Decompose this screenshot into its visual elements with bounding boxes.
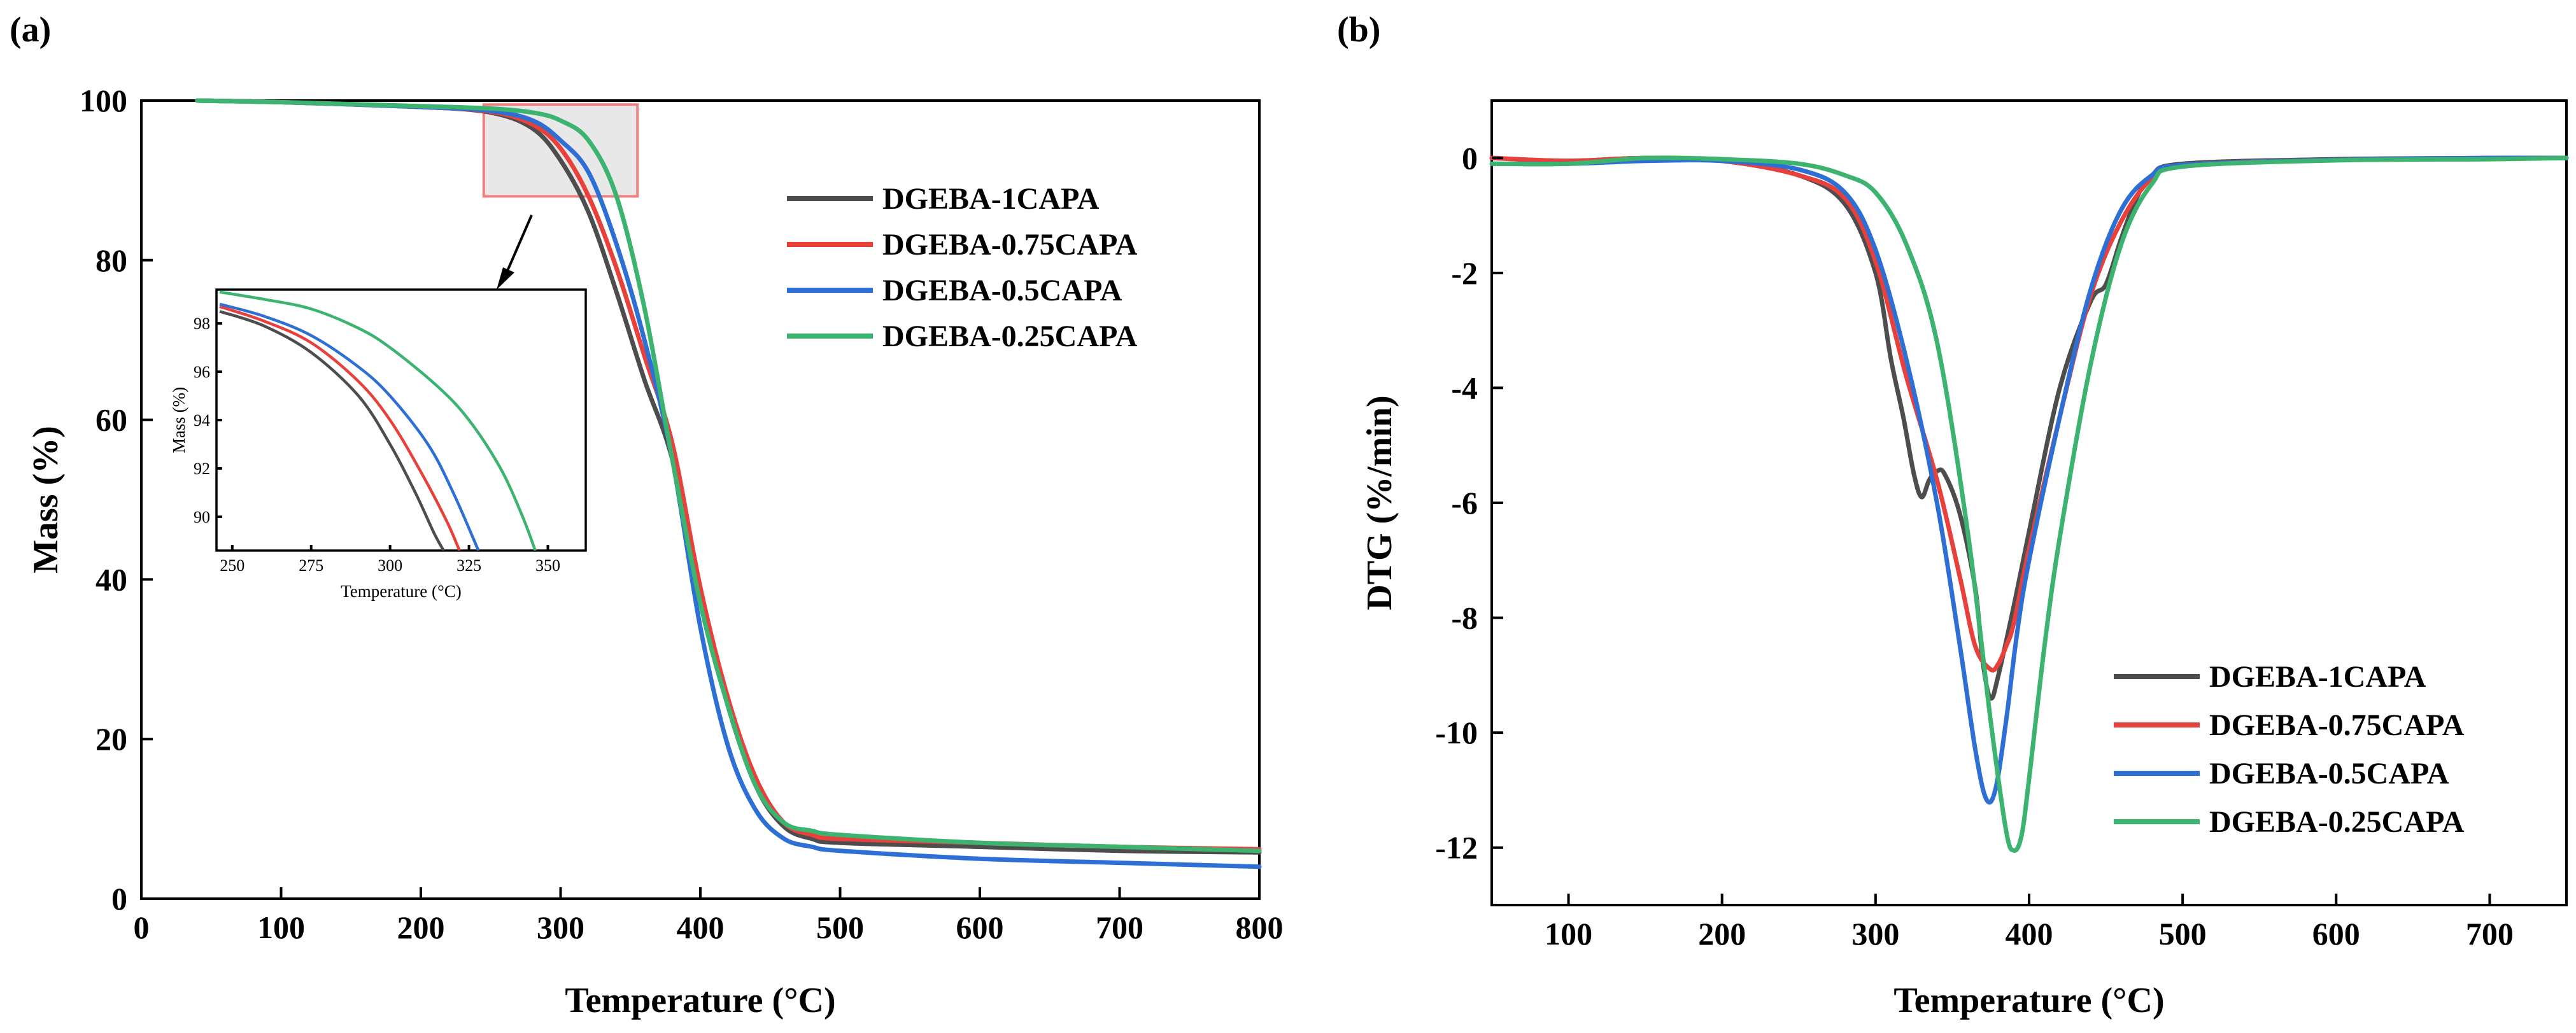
panel-b-label: (b) <box>1337 10 1380 50</box>
x-tick-label: 100 <box>257 910 305 945</box>
y-tick-label: 90 <box>194 508 210 526</box>
series-line-dgeba-0-5capa <box>1489 155 2569 805</box>
panel-b-ticks: 100 200 300 400 500 600 700 0 -2 -4 -6 -8 -10 -12 <box>1435 140 2514 952</box>
inset-y-axis-title: Mass (%) <box>169 387 188 453</box>
series-line-dgeba-1capa <box>219 310 445 551</box>
x-tick-label: 600 <box>956 910 1004 945</box>
panel-a-ticks: 0 100 200 300 400 500 600 700 800 0 20 40 60 80 100 <box>80 83 1284 945</box>
x-tick-label: 500 <box>2159 916 2207 952</box>
series-line-dgeba-0-25capa <box>195 98 1262 854</box>
y-tick-label: 94 <box>194 411 210 430</box>
series-line-dgeba-0-5capa <box>219 302 480 551</box>
y-tick-label: 60 <box>96 402 127 438</box>
panel-b-legend: DGEBA-1CAPA DGEBA-0.75CAPA DGEBA-0.5CAPA DG… <box>2114 660 2465 839</box>
x-tick-label: 300 <box>1851 916 1899 952</box>
inset-chart: 250 275 300 325 350 90 92 94 96 98 Temperature (°… <box>169 288 587 601</box>
x-tick-label: 275 <box>299 556 323 575</box>
panel-a-y-axis-title: Mass (%) <box>26 426 66 573</box>
panel-b-dtg-chart: (b) 100 200 300 400 500 600 700 0 -2 -4 -6 -8 -10 -12… <box>1337 10 2569 1020</box>
y-tick-label: -8 <box>1451 600 1478 636</box>
y-tick-label: 0 <box>111 881 127 917</box>
y-tick-label: 100 <box>80 83 127 118</box>
y-tick-label: 96 <box>194 363 210 381</box>
panel-b-y-axis-title: DTG (%/min) <box>1360 395 1399 610</box>
x-tick-label: 300 <box>378 556 402 575</box>
y-tick-label: -10 <box>1435 715 1478 750</box>
x-tick-label: 700 <box>1096 910 1143 945</box>
series-line-dgeba-0-75capa <box>1489 155 2569 673</box>
panel-b-x-axis-title: Temperature (°C) <box>1893 981 2164 1020</box>
legend-label: DGEBA-0.25CAPA <box>2209 805 2465 839</box>
x-tick-label: 350 <box>535 556 560 575</box>
panel-a-legend: DGEBA-1CAPA DGEBA-0.75CAPA DGEBA-0.5CAPA DG… <box>787 182 1138 353</box>
x-tick-label: 100 <box>1545 916 1592 952</box>
x-tick-label: 400 <box>677 910 725 945</box>
panel-b-series <box>1489 155 2569 853</box>
legend-label: DGEBA-1CAPA <box>2209 660 2426 694</box>
y-tick-label: 40 <box>96 561 127 597</box>
series-line-dgeba-1capa <box>1489 155 2569 701</box>
x-tick-label: 700 <box>2466 916 2514 952</box>
y-tick-label: -6 <box>1451 485 1478 521</box>
zoom-arrow <box>497 214 533 290</box>
x-tick-label: 200 <box>397 910 445 945</box>
x-tick-label: 250 <box>220 556 244 575</box>
inset-series <box>219 290 537 551</box>
y-tick-label: -4 <box>1451 370 1478 405</box>
legend-label: DGEBA-0.5CAPA <box>2209 757 2449 791</box>
y-tick-label: 92 <box>194 460 210 478</box>
panel-a-series <box>195 98 1262 869</box>
legend-label: DGEBA-0.75CAPA <box>2209 708 2465 742</box>
y-tick-label: -2 <box>1451 255 1478 291</box>
x-tick-label: 0 <box>134 910 150 945</box>
x-tick-label: 500 <box>816 910 864 945</box>
x-tick-label: 200 <box>1698 916 1746 952</box>
panel-a-mass-chart: (a) 0 100 200 300 400 500 600 700 800 0 20 40 60 80 10… <box>10 10 1284 1020</box>
x-tick-label: 400 <box>2006 916 2053 952</box>
x-tick-label: 325 <box>456 556 481 575</box>
legend-label: DGEBA-0.75CAPA <box>882 228 1138 262</box>
legend-label: DGEBA-0.5CAPA <box>882 274 1122 307</box>
x-tick-label: 600 <box>2312 916 2360 952</box>
x-tick-label: 800 <box>1236 910 1284 945</box>
series-line-dgeba-0-25capa <box>219 290 537 551</box>
inset-x-axis-title: Temperature (°C) <box>341 582 462 601</box>
y-tick-label: 0 <box>1462 140 1478 176</box>
y-tick-label: 20 <box>96 721 127 757</box>
panel-a-label: (a) <box>10 10 51 50</box>
panel-a-x-axis-title: Temperature (°C) <box>565 981 835 1020</box>
x-tick-label: 300 <box>537 910 584 945</box>
inset-ticks: 250 275 300 325 350 90 92 94 96 98 <box>194 314 560 575</box>
series-line-dgeba-0-25capa <box>1489 155 2569 853</box>
series-line-dgeba-0-75capa <box>219 305 461 551</box>
legend-label: DGEBA-1CAPA <box>882 182 1100 216</box>
y-tick-label: 98 <box>194 314 210 333</box>
y-tick-label: 80 <box>96 242 127 278</box>
y-tick-label: -12 <box>1435 830 1478 866</box>
legend-label: DGEBA-0.25CAPA <box>882 320 1138 353</box>
